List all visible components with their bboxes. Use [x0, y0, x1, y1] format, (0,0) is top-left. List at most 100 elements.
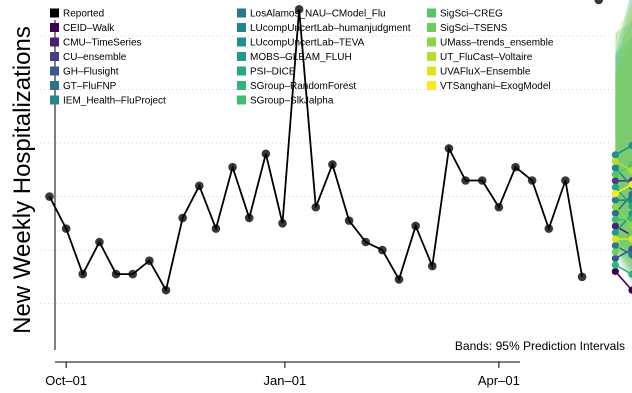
legend-swatch: [237, 95, 246, 105]
prediction-band: [615, 0, 632, 284]
legend-swatch: [427, 66, 436, 76]
forecast-point: [628, 221, 632, 229]
legend-label: LUcompUncertLab–humanjudgment: [250, 23, 411, 34]
forecast-point: [611, 183, 619, 191]
legend-label: IEM_Health–FluProject: [63, 96, 166, 107]
legend-swatch: [50, 95, 59, 105]
legend-label: MOBS–GLEAM_FLUH: [250, 52, 352, 63]
reported-point: [228, 162, 237, 172]
forecast-line: [614, 163, 632, 176]
forecast-point: [611, 164, 619, 172]
reported-point: [178, 213, 187, 223]
reported-point: [494, 202, 504, 212]
legend-swatch: [427, 8, 436, 18]
legend-swatch: [237, 8, 246, 18]
forecast-point: [628, 141, 632, 150]
legend-label: GT–FluFNP: [63, 81, 117, 92]
legend-label: Reported: [63, 9, 104, 20]
reported-point: [111, 269, 121, 279]
forecast-point: [611, 170, 619, 178]
legend-label: UMass–trends_ensemble: [440, 38, 554, 49]
legend-swatch: [50, 52, 59, 61]
forecast-line: [614, 160, 632, 172]
reported-point: [261, 149, 271, 159]
forecast-point: [611, 222, 619, 230]
grid-lines: [40, 35, 632, 304]
reported-point: [294, 5, 304, 14]
reported-point: [511, 162, 520, 172]
legend-label: VTSanghani–ExogModel: [440, 81, 551, 92]
legend-swatch: [237, 66, 246, 76]
axes: Oct–01 Jan–01 Apr–01: [45, 20, 520, 388]
legend-swatch: [50, 37, 59, 47]
reported-series: [45, 0, 604, 295]
legend-label: UT_FluCast–Voltaire: [440, 52, 533, 63]
legend-swatch: [427, 23, 436, 32]
reported-point: [577, 272, 587, 282]
forecast-point: [628, 210, 632, 218]
legend-swatch: [237, 23, 246, 32]
y-axis-label: New Weekly Hospitalizations: [9, 26, 36, 334]
forecast-point: [611, 151, 619, 159]
legend-label: SigSci–TSENS: [440, 23, 508, 34]
reported-point: [444, 144, 454, 153]
legend-label: SigSci–CREG: [440, 9, 503, 20]
legend-swatch: [50, 23, 59, 32]
legend-swatch: [237, 52, 246, 61]
forecast-point: [611, 267, 619, 276]
forecast-line: [614, 206, 632, 227]
reported-point: [461, 176, 470, 185]
legend-label: SGroup–RandomForest: [250, 81, 356, 92]
forecast-line: [614, 248, 632, 260]
legend-label: CU–ensemble: [63, 52, 127, 63]
reported-point: [194, 181, 204, 191]
forecast-point: [628, 286, 632, 294]
forecast-point: [611, 235, 619, 243]
reported-point: [394, 275, 404, 284]
forecast-point: [611, 209, 619, 217]
forecast-point: [628, 161, 632, 169]
forecast-line: [614, 225, 632, 237]
reported-point: [311, 202, 321, 212]
reported-point: [45, 192, 54, 201]
legend-label: CEID–Walk: [63, 23, 115, 34]
reported-point: [128, 269, 138, 279]
x-tick-label: Jan–01: [264, 373, 307, 388]
forecast-line: [614, 244, 632, 256]
reported-point: [95, 237, 104, 247]
forecast-line: [614, 264, 632, 276]
forecast-point: [611, 228, 619, 237]
legend-swatch: [427, 37, 436, 47]
forecast-line: [615, 238, 632, 240]
reported-point: [161, 285, 171, 295]
forecast-line: [615, 179, 632, 182]
legend-label: LUcompUncertLab–TEVA: [250, 38, 365, 49]
forecast-point: [628, 190, 632, 199]
forecast-point: [611, 203, 619, 211]
forecast-point: [628, 180, 632, 188]
reported-point: [561, 176, 570, 185]
x-tick-label: Apr–01: [478, 373, 520, 388]
forecast-line: [615, 199, 632, 202]
reported-point: [344, 216, 354, 225]
forecast-point: [611, 241, 619, 250]
legend-swatch: [50, 81, 59, 90]
reported-point: [477, 176, 487, 185]
forecast-point: [628, 235, 632, 243]
forecast-point: [628, 270, 632, 278]
reported-point: [544, 224, 554, 233]
x-tick-label: Oct–01: [45, 373, 87, 388]
forecast-line: [614, 193, 632, 214]
reported-point: [527, 176, 537, 185]
reported-point: [278, 218, 287, 228]
bands-note: Bands: 95% Prediction Intervals: [455, 339, 625, 353]
legend-label: CMU–TimeSeries: [63, 38, 142, 49]
reported-point: [427, 261, 437, 271]
forecast-point: [628, 245, 632, 253]
reported-point: [378, 245, 387, 255]
forecast-line: [614, 232, 632, 253]
reported-point: [411, 221, 420, 231]
legend-label: LosAlamos_NAU–CModel_Flu: [250, 9, 386, 20]
legend-label: GH–Flusight: [63, 67, 119, 78]
forecast-point: [628, 229, 632, 237]
